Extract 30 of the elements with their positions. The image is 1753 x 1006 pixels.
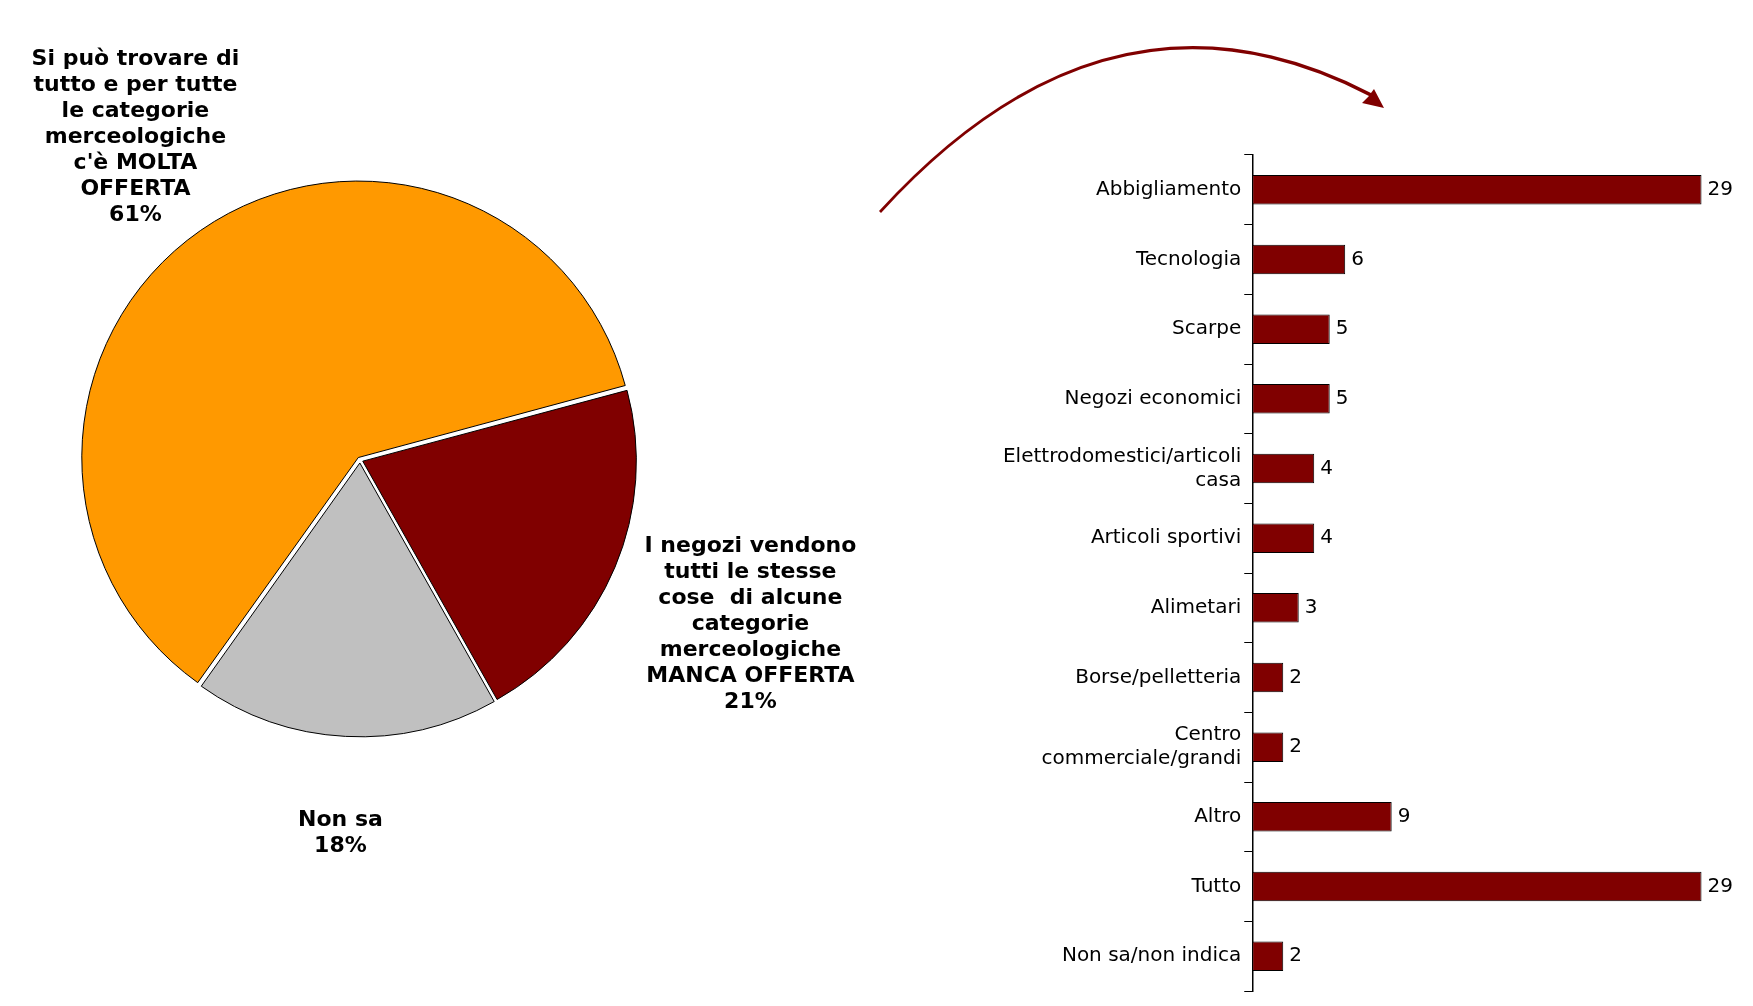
slice-label: Si può trovare di tutto e per tutte le categorie merceologiche c'è MOLTA OFFERTA [31, 44, 240, 200]
y-tick-label: Non sa/non indica [1061, 942, 1242, 967]
data-label: 9 [1397, 803, 1411, 828]
data-label: 2 [1289, 663, 1302, 688]
y-tick-label: Tecnologia [1134, 245, 1242, 270]
slice-label: I negozi vendono tutti le stesse cose di alcune categorie merceologiche MANCA OFFERTA [644, 531, 857, 687]
data-label: 5 [1335, 315, 1349, 340]
data-label: 18% [314, 831, 367, 857]
data-label: 2 [1289, 733, 1302, 758]
y-tick-label: Articoli sportivi [1090, 524, 1242, 549]
y-tick-label: Tutto [1190, 872, 1242, 897]
data-label: 4 [1320, 524, 1333, 549]
y-tick-label: Borse/pelletteria [1075, 663, 1242, 688]
data-label: 2 [1289, 942, 1302, 967]
data-label: 61% [109, 200, 162, 226]
y-tick-label: Negozi economici [1064, 385, 1242, 410]
data-label: 4 [1320, 454, 1333, 479]
data-label: 21% [724, 687, 777, 713]
y-tick-label: Alimetari [1150, 594, 1242, 619]
slice-label: Non sa [298, 805, 383, 831]
y-tick-label: Altro [1194, 803, 1242, 828]
y-tick-label: Scarpe [1172, 315, 1242, 340]
data-label: 5 [1335, 385, 1349, 410]
y-tick-label: Centro commerciale/grandi [1041, 721, 1242, 770]
data-label: 29 [1707, 176, 1733, 201]
data-label: 6 [1351, 245, 1364, 270]
data-label: 3 [1304, 594, 1318, 619]
y-tick-label: Abbigliamento [1096, 176, 1242, 201]
data-label: 29 [1707, 872, 1733, 897]
y-tick-label: Elettrodomestici/articoli casa [1002, 442, 1242, 491]
